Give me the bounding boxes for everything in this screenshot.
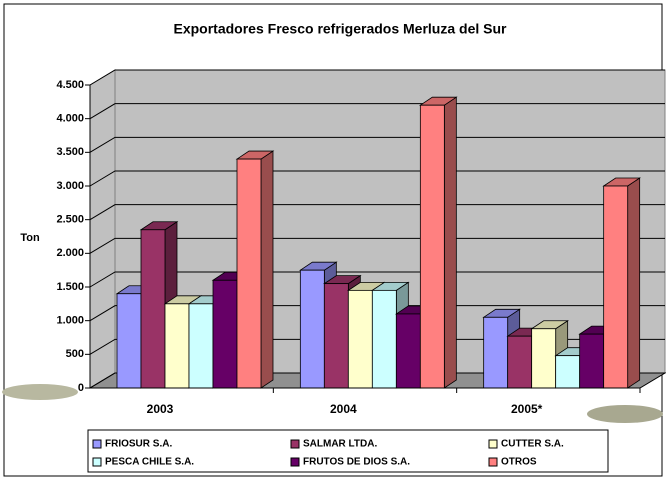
bar-front xyxy=(555,355,581,389)
bar-front xyxy=(236,158,262,389)
bar-front xyxy=(579,333,605,389)
x-tick-label: 2003 xyxy=(147,402,174,416)
bar-side xyxy=(627,177,641,389)
legend-swatch xyxy=(92,457,102,467)
y-tick-label: 4.000 xyxy=(56,113,84,125)
y-tick-label: 1.000 xyxy=(56,315,84,327)
side-wall xyxy=(89,69,116,389)
legend: FRIOSUR S.A. SALMAR LTDA. CUTTER S.A. PESCA… xyxy=(87,429,609,473)
decor-fish xyxy=(2,384,663,423)
grid-line xyxy=(89,305,665,322)
legend-swatch xyxy=(488,439,498,449)
x-tick-label: 2005* xyxy=(511,402,543,416)
bar-front xyxy=(140,229,166,389)
grid-line xyxy=(89,69,665,86)
y-tick-label: 1.500 xyxy=(56,281,84,293)
legend-swatch xyxy=(290,439,300,449)
legend-label: FRIOSUR S.A. xyxy=(105,439,172,450)
bar-front xyxy=(371,289,397,389)
bar-front xyxy=(507,335,533,389)
y-tick-label: 3.500 xyxy=(56,146,84,158)
y-tick-label: 2.000 xyxy=(56,247,84,259)
bar xyxy=(602,177,641,389)
legend-swatch xyxy=(488,457,498,467)
legend-label: CUTTER S.A. xyxy=(501,439,564,450)
y-tick-label: 500 xyxy=(66,348,84,360)
bar-front xyxy=(188,303,214,389)
x-tick-label: 2004 xyxy=(330,402,357,416)
grid-line xyxy=(89,103,665,120)
y-tick-label: 3.000 xyxy=(56,180,84,192)
grid-line xyxy=(89,372,665,389)
chart-title: Exportadores Fresco refrigerados Merluza… xyxy=(174,21,508,37)
bar-front xyxy=(483,316,509,389)
bar-front xyxy=(212,279,238,389)
bar-side xyxy=(443,96,457,389)
bar-front xyxy=(347,289,373,389)
grid-line xyxy=(89,170,665,187)
bar xyxy=(235,150,275,389)
legend-label: OTROS xyxy=(501,457,537,468)
grid-line xyxy=(89,237,665,254)
legend-label: FRUTOS DE DIOS S.A. xyxy=(303,457,410,468)
y-tick-label: 4.500 xyxy=(56,79,84,91)
legend-swatch xyxy=(290,457,300,467)
y-tick-label: 2.500 xyxy=(56,214,84,226)
y-axis-label: Ton xyxy=(20,232,40,244)
bar-front xyxy=(531,328,557,389)
bar-front xyxy=(323,283,349,389)
grid-line xyxy=(89,136,665,153)
bar-front xyxy=(116,293,142,389)
grid-line xyxy=(89,338,665,355)
legend-label: SALMAR LTDA. xyxy=(303,439,377,450)
bar-front xyxy=(299,269,325,389)
fish-left xyxy=(2,384,78,400)
bar xyxy=(419,96,458,389)
grid-line xyxy=(89,204,665,221)
legend-box xyxy=(87,429,609,473)
grid-line xyxy=(89,271,665,288)
bar-front xyxy=(603,185,629,389)
bar-front xyxy=(395,313,421,389)
legend-swatch xyxy=(92,439,102,449)
bar-front xyxy=(419,104,445,389)
fish-right xyxy=(587,405,663,423)
bar-side xyxy=(260,150,274,389)
legend-label: PESCA CHILE S.A. xyxy=(105,457,194,468)
bar-front xyxy=(164,303,190,389)
y-tick-label: 0 xyxy=(78,382,84,394)
